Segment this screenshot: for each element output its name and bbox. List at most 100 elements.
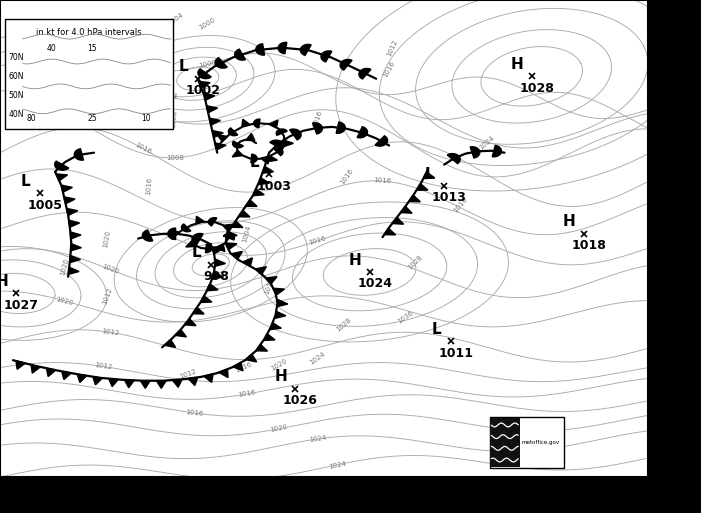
Text: 1020: 1020 xyxy=(102,229,111,248)
Polygon shape xyxy=(313,123,322,134)
Polygon shape xyxy=(207,284,218,291)
Text: 1016: 1016 xyxy=(339,167,355,186)
Polygon shape xyxy=(246,133,255,141)
Polygon shape xyxy=(447,153,461,164)
Polygon shape xyxy=(70,255,81,263)
Polygon shape xyxy=(231,251,243,259)
Polygon shape xyxy=(226,243,237,250)
Text: 1012: 1012 xyxy=(101,328,119,337)
Text: 40N: 40N xyxy=(8,110,24,119)
Polygon shape xyxy=(215,143,226,150)
Text: 1008: 1008 xyxy=(170,110,177,128)
Text: 1020: 1020 xyxy=(269,424,288,433)
Text: 1004: 1004 xyxy=(166,11,184,27)
Text: 1012: 1012 xyxy=(95,362,113,371)
Polygon shape xyxy=(229,128,238,135)
Text: 1013: 1013 xyxy=(432,191,467,205)
Bar xyxy=(490,418,520,467)
Text: 998: 998 xyxy=(203,270,229,283)
Polygon shape xyxy=(67,208,78,215)
Polygon shape xyxy=(56,174,67,181)
Polygon shape xyxy=(409,195,421,202)
Text: 1024: 1024 xyxy=(308,435,327,443)
Polygon shape xyxy=(69,220,80,227)
Text: 1016: 1016 xyxy=(308,235,327,246)
Polygon shape xyxy=(232,150,243,157)
Polygon shape xyxy=(224,234,234,240)
Polygon shape xyxy=(198,69,211,78)
Text: 1000: 1000 xyxy=(198,17,217,31)
Text: 1012: 1012 xyxy=(179,369,198,381)
Polygon shape xyxy=(212,130,223,137)
Polygon shape xyxy=(392,218,404,224)
Polygon shape xyxy=(273,288,285,295)
Text: 1020: 1020 xyxy=(60,258,70,277)
Text: 60N: 60N xyxy=(8,72,24,81)
Polygon shape xyxy=(321,51,332,62)
Polygon shape xyxy=(208,218,217,226)
Text: 1024: 1024 xyxy=(308,350,327,365)
Polygon shape xyxy=(55,161,69,170)
Text: L: L xyxy=(191,245,201,261)
Polygon shape xyxy=(261,156,269,164)
Polygon shape xyxy=(238,210,250,217)
Text: 1000: 1000 xyxy=(198,60,217,69)
Polygon shape xyxy=(270,140,284,149)
Polygon shape xyxy=(235,49,245,60)
Polygon shape xyxy=(423,172,435,179)
Polygon shape xyxy=(77,374,87,382)
Text: L: L xyxy=(250,155,259,170)
Text: 1027: 1027 xyxy=(4,299,39,312)
Polygon shape xyxy=(300,45,311,55)
Text: H: H xyxy=(0,274,8,289)
Polygon shape xyxy=(172,379,182,387)
Text: 1036: 1036 xyxy=(396,310,414,325)
Polygon shape xyxy=(199,82,210,88)
Polygon shape xyxy=(170,230,179,237)
Polygon shape xyxy=(416,184,428,190)
Polygon shape xyxy=(175,329,186,337)
Text: H: H xyxy=(511,57,524,72)
Text: 1020: 1020 xyxy=(55,296,74,306)
Text: 1016: 1016 xyxy=(233,361,252,374)
Polygon shape xyxy=(251,154,257,163)
Polygon shape xyxy=(16,361,25,369)
Polygon shape xyxy=(256,44,264,55)
Polygon shape xyxy=(204,93,215,101)
Text: 80: 80 xyxy=(27,114,36,123)
Polygon shape xyxy=(233,141,243,148)
Polygon shape xyxy=(492,146,501,157)
Text: 1012: 1012 xyxy=(386,38,399,57)
Bar xyxy=(489,418,564,467)
Polygon shape xyxy=(269,120,278,128)
Polygon shape xyxy=(207,106,217,113)
Text: 1008: 1008 xyxy=(166,154,184,161)
Text: 1016: 1016 xyxy=(133,142,152,155)
Text: 1016: 1016 xyxy=(374,177,392,185)
Text: 1012: 1012 xyxy=(101,286,113,305)
Polygon shape xyxy=(223,224,233,231)
Polygon shape xyxy=(278,43,287,54)
Polygon shape xyxy=(273,148,283,155)
Polygon shape xyxy=(109,379,118,387)
Text: 1008: 1008 xyxy=(148,19,157,38)
Polygon shape xyxy=(165,340,175,347)
Text: 1020: 1020 xyxy=(101,264,120,275)
Text: 1024: 1024 xyxy=(477,135,495,151)
Polygon shape xyxy=(182,224,191,232)
Polygon shape xyxy=(200,296,212,303)
Polygon shape xyxy=(276,129,287,135)
Text: H: H xyxy=(349,252,362,267)
Text: L: L xyxy=(21,174,31,189)
Text: 1028: 1028 xyxy=(335,317,353,332)
Polygon shape xyxy=(336,122,346,133)
Polygon shape xyxy=(262,166,273,173)
Polygon shape xyxy=(358,127,367,138)
Polygon shape xyxy=(74,149,83,160)
Text: L: L xyxy=(179,60,189,74)
Polygon shape xyxy=(290,129,301,140)
Polygon shape xyxy=(219,369,228,378)
Polygon shape xyxy=(254,119,260,128)
Polygon shape xyxy=(245,200,257,206)
Text: 1011: 1011 xyxy=(438,347,473,360)
